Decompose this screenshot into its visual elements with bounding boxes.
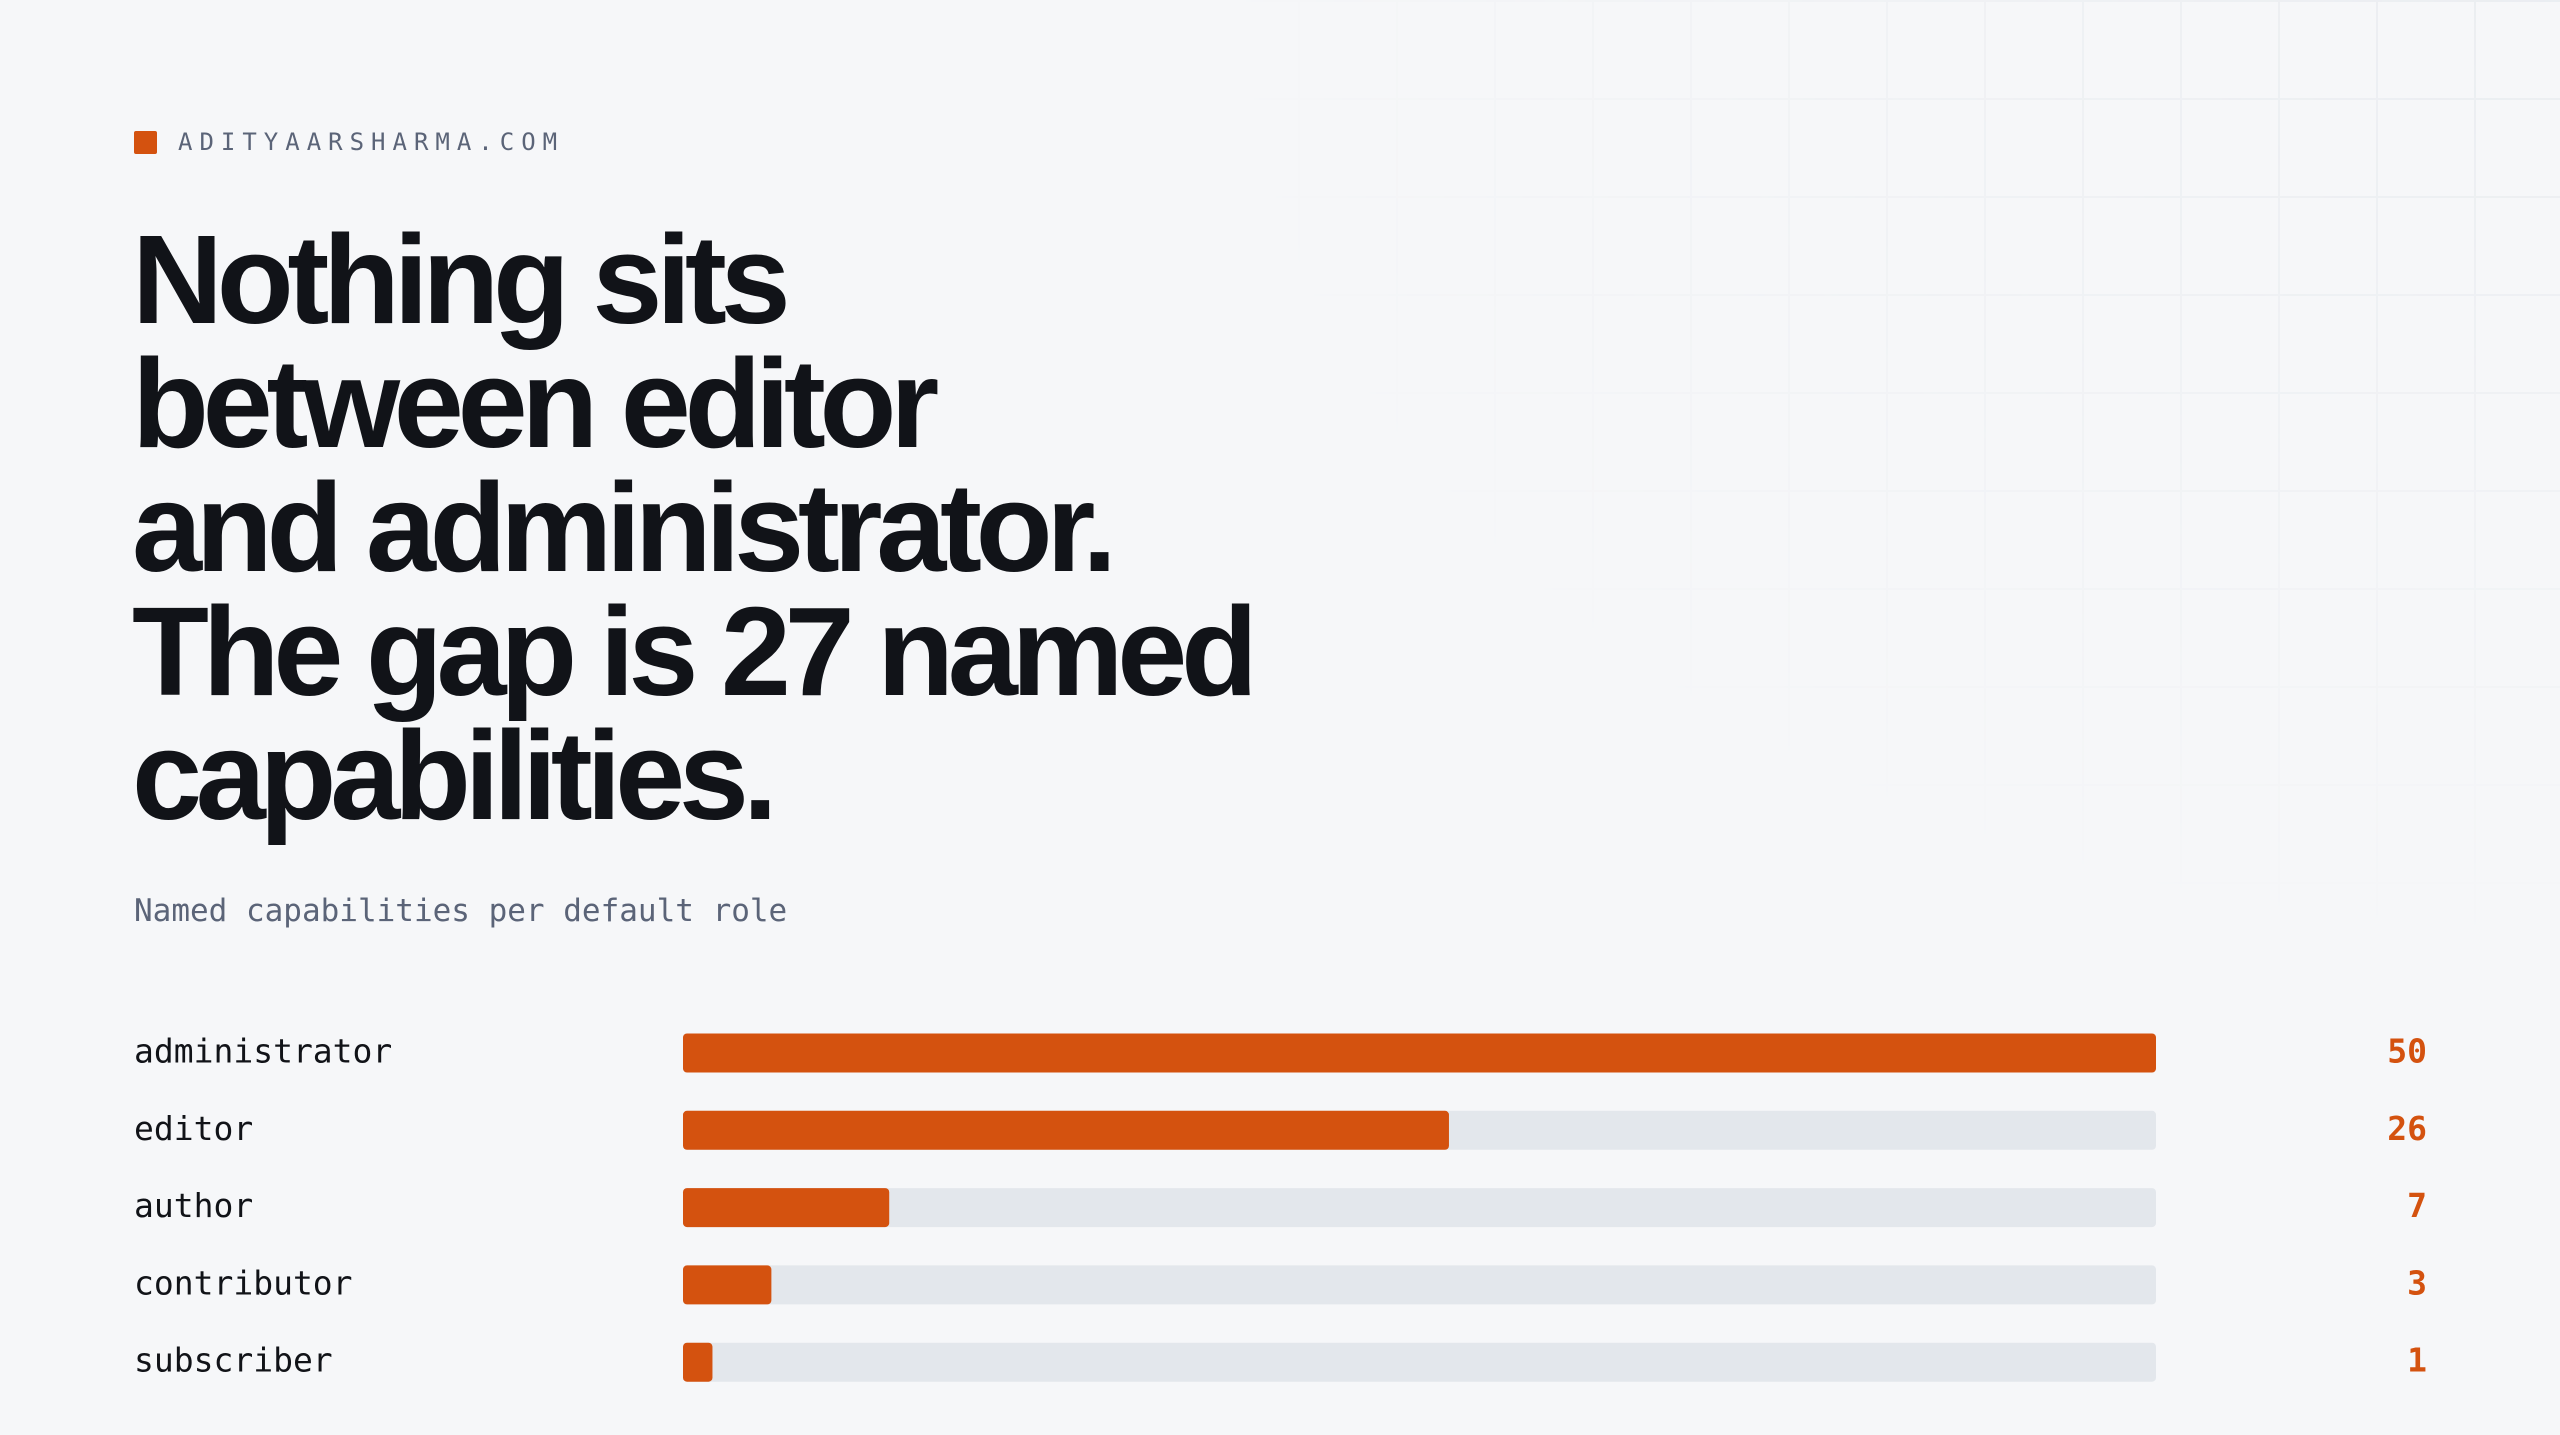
headline: Nothing sits between editor and administra… bbox=[132, 209, 1258, 846]
value-label: 26 bbox=[2387, 1109, 2427, 1148]
category-label: author bbox=[134, 1186, 253, 1225]
bar bbox=[683, 1110, 1449, 1150]
category-label: contributor bbox=[134, 1263, 353, 1302]
headline-line: and administrator. bbox=[132, 457, 1117, 598]
value-label: 1 bbox=[2407, 1341, 2427, 1380]
headline-line: Nothing sits bbox=[132, 209, 791, 350]
category-label: administrator bbox=[134, 1032, 392, 1071]
headline-line: The gap is 27 named bbox=[132, 581, 1258, 722]
subtitle: Named capabilities per default role bbox=[134, 893, 788, 929]
site-name: ADITYAARSHARMA.COM bbox=[178, 128, 565, 156]
brand-mark bbox=[134, 130, 157, 154]
headline-line: capabilities. bbox=[132, 705, 778, 846]
bar bbox=[683, 1033, 2156, 1073]
bar-track bbox=[683, 1342, 2156, 1382]
bar bbox=[683, 1188, 890, 1228]
bar-track bbox=[683, 1188, 2156, 1228]
bar-track bbox=[683, 1265, 2156, 1305]
category-label: editor bbox=[134, 1109, 253, 1148]
value-label: 7 bbox=[2407, 1186, 2427, 1225]
category-label: subscriber bbox=[134, 1341, 333, 1380]
brand: ADITYAARSHARMA.COM bbox=[134, 128, 564, 156]
value-label: 3 bbox=[2407, 1263, 2427, 1302]
headline-line: between editor bbox=[132, 333, 939, 474]
bar bbox=[683, 1265, 772, 1305]
value-label: 50 bbox=[2387, 1032, 2427, 1071]
background-grid bbox=[1200, 0, 2560, 960]
bar bbox=[683, 1342, 713, 1382]
